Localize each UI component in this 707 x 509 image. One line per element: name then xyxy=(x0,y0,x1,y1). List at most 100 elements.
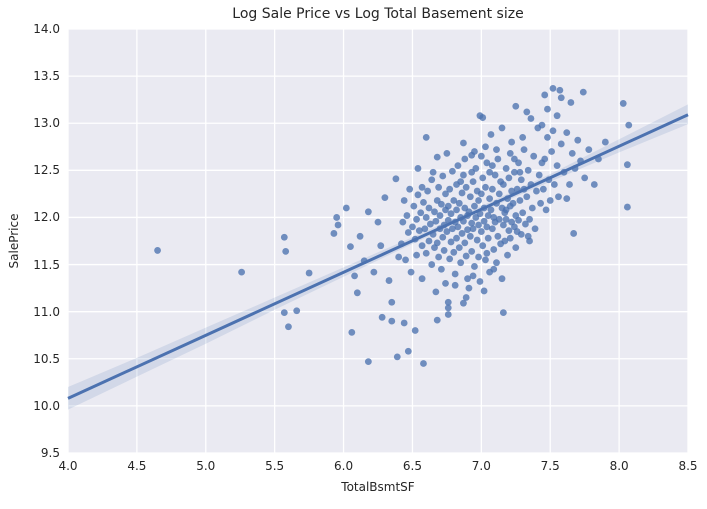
y-tick-label: 12.0 xyxy=(33,210,60,225)
scatter-point xyxy=(557,94,565,102)
scatter-point xyxy=(439,172,447,180)
scatter-point xyxy=(512,244,520,251)
scatter-point xyxy=(523,108,531,116)
scatter-point xyxy=(395,253,403,261)
scatter-point xyxy=(524,232,532,240)
scatter-point xyxy=(469,272,477,280)
x-tick-label: 5.5 xyxy=(265,459,285,473)
scatter-point xyxy=(468,219,476,227)
scatter-point xyxy=(501,237,509,245)
scatter-point xyxy=(378,313,386,321)
scatter-point xyxy=(450,248,458,256)
scatter-point xyxy=(406,185,414,193)
scatter-point xyxy=(502,165,510,172)
scatter-point xyxy=(541,155,549,163)
scatter-point xyxy=(351,272,358,280)
scatter-point xyxy=(407,268,415,276)
scatter-point xyxy=(370,268,378,276)
scatter-point xyxy=(409,223,416,231)
scatter-point xyxy=(410,202,418,210)
scatter-point xyxy=(509,199,517,207)
scatter-point xyxy=(483,159,491,167)
scatter-point xyxy=(428,261,436,268)
scatter-point xyxy=(333,214,341,221)
x-axis-label: TotalBsmtSF xyxy=(341,480,415,494)
scatter-point xyxy=(388,298,396,306)
scatter-point xyxy=(462,252,470,260)
scatter-point xyxy=(473,236,481,244)
scatter-point xyxy=(491,171,499,179)
scatter-point xyxy=(542,206,550,214)
scatter-point xyxy=(524,166,532,174)
scatter-point xyxy=(494,232,502,240)
y-tick-label: 12.5 xyxy=(33,163,60,178)
scatter-point xyxy=(353,289,361,297)
scatter-point xyxy=(493,259,500,267)
scatter-point xyxy=(428,176,436,184)
scatter-point xyxy=(413,251,420,259)
scatter-point xyxy=(471,263,478,270)
scatter-point xyxy=(556,86,564,94)
scatter-point xyxy=(400,197,408,204)
scatter-point xyxy=(280,309,288,317)
scatter-point xyxy=(480,287,488,295)
y-tick-label: 13.0 xyxy=(33,116,60,131)
scatter-point xyxy=(502,215,510,223)
scatter-point xyxy=(544,105,551,113)
scatter-point xyxy=(330,230,338,237)
scatter-point xyxy=(417,209,425,217)
scatter-point xyxy=(464,226,471,234)
scatter-point xyxy=(538,121,546,129)
scatter-point xyxy=(484,212,492,219)
scatter-point xyxy=(483,249,491,257)
scatter-point xyxy=(440,247,448,254)
scatter-point xyxy=(487,131,495,138)
scatter-point xyxy=(400,319,408,327)
x-tick-label: 6.0 xyxy=(334,459,354,473)
scatter-point xyxy=(444,202,452,210)
scatter-point xyxy=(526,215,533,223)
scatter-point xyxy=(461,155,469,163)
scatter-point xyxy=(385,277,393,284)
scatter-point xyxy=(464,275,471,283)
scatter-point xyxy=(455,199,463,207)
scatter-point xyxy=(493,146,500,154)
scatter-point xyxy=(512,102,520,110)
scatter-point xyxy=(541,91,549,99)
scatter-point xyxy=(431,208,438,216)
scatter-point xyxy=(502,206,510,214)
scatter-point xyxy=(414,165,422,172)
scatter-point xyxy=(553,112,561,120)
scatter-point xyxy=(533,187,540,195)
x-tick-label: 7.0 xyxy=(471,459,491,473)
scatter-point xyxy=(504,251,511,259)
scatter-point xyxy=(356,232,364,240)
scatter-point xyxy=(418,242,426,250)
scatter-point xyxy=(453,234,460,242)
scatter-point xyxy=(488,225,496,233)
scatter-point xyxy=(425,237,433,245)
scatter-point xyxy=(460,299,467,307)
scatter-point xyxy=(433,316,441,324)
scatter-point xyxy=(418,275,426,283)
scatter-point xyxy=(411,327,419,334)
scatter-point xyxy=(535,171,543,179)
scatter-point xyxy=(404,229,412,236)
scatter-point xyxy=(238,268,246,276)
scatter-point xyxy=(442,190,449,198)
scatter-point xyxy=(381,194,389,202)
scatter-point xyxy=(549,127,557,135)
plot-background xyxy=(68,29,688,453)
scatter-point xyxy=(487,206,495,214)
scatter-point xyxy=(457,178,465,186)
scatter-point xyxy=(523,193,531,201)
scatter-point xyxy=(413,215,420,223)
scatter-point xyxy=(539,185,547,193)
scatter-point xyxy=(442,280,449,287)
scatter-point xyxy=(437,200,445,208)
scatter-point xyxy=(477,190,485,198)
scatter-point xyxy=(388,317,396,325)
scatter-point xyxy=(285,323,292,331)
